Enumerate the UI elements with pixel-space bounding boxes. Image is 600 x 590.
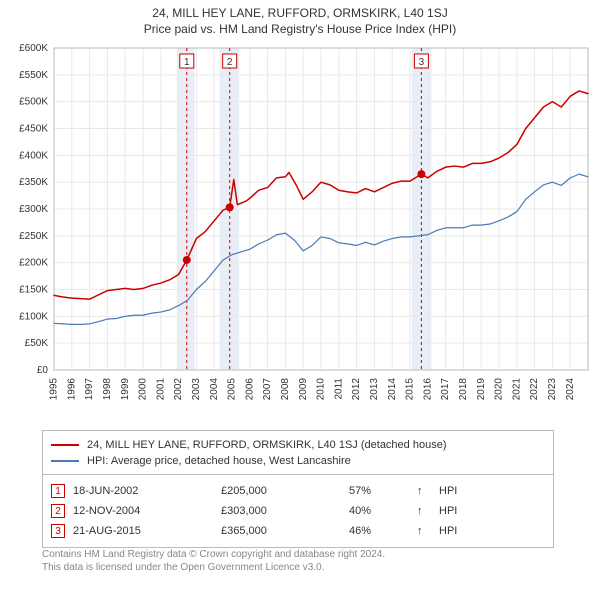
license-text: Contains HM Land Registry data © Crown c… [42, 548, 554, 574]
chart-svg: £0 £50K £100K £150K £200K £250K £300K £350K £400… [0, 40, 600, 420]
svg-text:2022: 2022 [529, 378, 540, 401]
svg-text:2006: 2006 [244, 378, 255, 401]
svg-text:2010: 2010 [316, 378, 327, 401]
event-row: 2 12-NOV-2004 £303,000 40% ↑ HPI [51, 501, 545, 521]
svg-text:2008: 2008 [280, 378, 291, 401]
svg-text:1996: 1996 [66, 378, 77, 401]
event-price: £365,000 [221, 525, 341, 537]
svg-text:2016: 2016 [422, 378, 433, 401]
event-pct: 46% [349, 525, 409, 537]
license-line-2: This data is licensed under the Open Gov… [42, 562, 324, 573]
event-row: 1 18-JUN-2002 £205,000 57% ↑ HPI [51, 481, 545, 501]
svg-text:£300K: £300K [19, 204, 48, 215]
svg-text:2004: 2004 [209, 378, 220, 401]
title-line-1: 24, MILL HEY LANE, RUFFORD, ORMSKIRK, L4… [0, 6, 600, 20]
event-marker: 3 [51, 524, 65, 538]
svg-text:1: 1 [184, 57, 190, 68]
svg-text:£350K: £350K [19, 177, 48, 188]
up-arrow-icon: ↑ [417, 505, 431, 517]
event-suffix: HPI [439, 525, 479, 537]
svg-text:2017: 2017 [440, 378, 451, 401]
up-arrow-icon: ↑ [417, 525, 431, 537]
svg-text:2011: 2011 [333, 378, 344, 400]
svg-text:2000: 2000 [138, 378, 149, 401]
titles: 24, MILL HEY LANE, RUFFORD, ORMSKIRK, L4… [0, 0, 600, 36]
svg-text:£600K: £600K [19, 43, 48, 54]
svg-text:£150K: £150K [19, 285, 48, 296]
svg-text:2024: 2024 [565, 378, 576, 401]
svg-text:£400K: £400K [19, 150, 48, 161]
event-price: £303,000 [221, 505, 341, 517]
svg-text:2014: 2014 [387, 378, 398, 401]
svg-text:2: 2 [227, 57, 233, 68]
svg-text:2019: 2019 [476, 378, 487, 401]
event-marker: 2 [51, 504, 65, 518]
legend-box: 24, MILL HEY LANE, RUFFORD, ORMSKIRK, L4… [42, 430, 554, 476]
svg-text:2023: 2023 [547, 378, 558, 401]
legend-item: 24, MILL HEY LANE, RUFFORD, ORMSKIRK, L4… [51, 437, 545, 453]
event-suffix: HPI [439, 505, 479, 517]
svg-text:2013: 2013 [369, 378, 380, 401]
event-date: 18-JUN-2002 [73, 485, 213, 497]
svg-text:2009: 2009 [298, 378, 309, 401]
svg-text:£250K: £250K [19, 231, 48, 242]
event-price: £205,000 [221, 485, 341, 497]
svg-text:2002: 2002 [173, 378, 184, 401]
svg-text:1999: 1999 [120, 378, 131, 401]
event-date: 12-NOV-2004 [73, 505, 213, 517]
svg-text:2015: 2015 [405, 378, 416, 401]
legend-label: 24, MILL HEY LANE, RUFFORD, ORMSKIRK, L4… [87, 439, 446, 451]
event-pct: 57% [349, 485, 409, 497]
legend-swatch [51, 444, 79, 446]
svg-text:2020: 2020 [494, 378, 505, 401]
event-date: 21-AUG-2015 [73, 525, 213, 537]
page-root: 24, MILL HEY LANE, RUFFORD, ORMSKIRK, L4… [0, 0, 600, 590]
svg-text:2005: 2005 [227, 378, 238, 401]
svg-text:2021: 2021 [511, 378, 522, 401]
svg-text:2007: 2007 [262, 378, 273, 401]
svg-text:1995: 1995 [49, 378, 60, 401]
legend-item: HPI: Average price, detached house, West… [51, 453, 545, 469]
svg-text:2001: 2001 [155, 378, 166, 401]
svg-text:3: 3 [419, 57, 425, 68]
svg-text:2012: 2012 [351, 378, 362, 401]
svg-text:£500K: £500K [19, 97, 48, 108]
event-pct: 40% [349, 505, 409, 517]
events-table: 1 18-JUN-2002 £205,000 57% ↑ HPI 2 12-NOV-2004 £… [42, 474, 554, 548]
svg-text:£200K: £200K [19, 258, 48, 269]
svg-text:£550K: £550K [19, 70, 48, 81]
event-marker: 1 [51, 484, 65, 498]
legend-label: HPI: Average price, detached house, West… [87, 455, 351, 467]
event-suffix: HPI [439, 485, 479, 497]
legend-swatch [51, 460, 79, 462]
svg-text:£100K: £100K [19, 311, 48, 322]
up-arrow-icon: ↑ [417, 485, 431, 497]
event-row: 3 21-AUG-2015 £365,000 46% ↑ HPI [51, 521, 545, 541]
svg-text:2003: 2003 [191, 378, 202, 401]
svg-text:£450K: £450K [19, 124, 48, 135]
chart: £0 £50K £100K £150K £200K £250K £300K £350K £400… [0, 40, 600, 420]
license-line-1: Contains HM Land Registry data © Crown c… [42, 549, 385, 560]
svg-text:1997: 1997 [84, 378, 95, 401]
title-line-2: Price paid vs. HM Land Registry's House … [0, 22, 600, 36]
svg-text:£0: £0 [37, 365, 49, 376]
svg-text:2018: 2018 [458, 378, 469, 401]
svg-text:£50K: £50K [25, 338, 49, 349]
svg-text:1998: 1998 [102, 378, 113, 401]
